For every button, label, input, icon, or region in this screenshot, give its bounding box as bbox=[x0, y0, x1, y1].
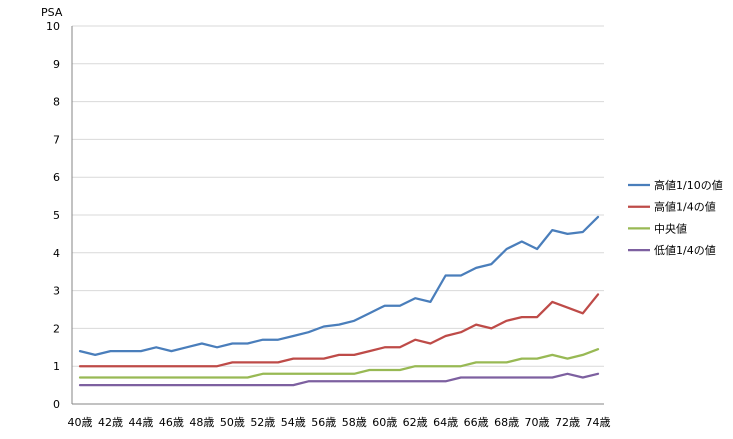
y-tick-6: 6 bbox=[53, 171, 60, 184]
x-tick-58歳: 58歳 bbox=[342, 416, 367, 429]
y-axis-label: PSA bbox=[41, 6, 63, 19]
x-tick-62歳: 62歳 bbox=[403, 416, 428, 429]
y-tick-9: 9 bbox=[53, 58, 60, 71]
legend-label-1: 高値1/4の値 bbox=[654, 200, 716, 214]
legend-label-3: 低値1/4の値 bbox=[654, 244, 716, 257]
y-tick-3: 3 bbox=[53, 285, 60, 298]
gridlines bbox=[71, 25, 604, 405]
x-tick-64歳: 64歳 bbox=[433, 416, 458, 429]
y-tick-4: 4 bbox=[53, 247, 60, 260]
x-tick-52歳: 52歳 bbox=[250, 416, 275, 429]
legend-label-0: 高値1/10の値 bbox=[654, 178, 723, 192]
x-tick-50歳: 50歳 bbox=[220, 416, 245, 429]
x-tick-68歳: 68歳 bbox=[494, 416, 519, 429]
y-tick-0: 0 bbox=[53, 398, 60, 411]
y-tick-8: 8 bbox=[53, 96, 60, 109]
series-line-1 bbox=[78, 293, 600, 368]
x-tick-46歳: 46歳 bbox=[159, 416, 184, 429]
x-tick-66歳: 66歳 bbox=[464, 416, 489, 429]
x-tick-72歳: 72歳 bbox=[555, 416, 580, 429]
x-tick-54歳: 54歳 bbox=[281, 416, 306, 429]
x-tick-70歳: 70歳 bbox=[525, 416, 550, 429]
x-tick-60歳: 60歳 bbox=[372, 416, 397, 429]
x-tick-labels: 40歳 42歳 44歳 46歳 48歳 50歳 52歳 54歳 56歳 58歳 60歳 62歳 64歳 6… bbox=[68, 416, 611, 429]
series-line-2 bbox=[78, 348, 600, 379]
y-tick-labels: 0 1 2 3 4 5 6 7 8 9 10 bbox=[46, 20, 60, 411]
y-tick-10: 10 bbox=[46, 20, 60, 33]
series-lines bbox=[78, 215, 600, 387]
legend-label-2: 中央値 bbox=[654, 222, 687, 235]
x-tick-44歳: 44歳 bbox=[128, 416, 153, 429]
x-tick-42歳: 42歳 bbox=[98, 416, 123, 429]
y-tick-2: 2 bbox=[53, 322, 60, 335]
series-line-3 bbox=[78, 372, 600, 387]
x-tick-48歳: 48歳 bbox=[189, 416, 214, 429]
x-tick-74歳: 74歳 bbox=[586, 416, 611, 429]
y-tick-5: 5 bbox=[53, 209, 60, 222]
x-tick-40歳: 40歳 bbox=[68, 416, 93, 429]
x-tick-56歳: 56歳 bbox=[311, 416, 336, 429]
y-tick-7: 7 bbox=[53, 133, 60, 146]
y-tick-1: 1 bbox=[53, 360, 60, 373]
series-line-0 bbox=[78, 215, 600, 357]
